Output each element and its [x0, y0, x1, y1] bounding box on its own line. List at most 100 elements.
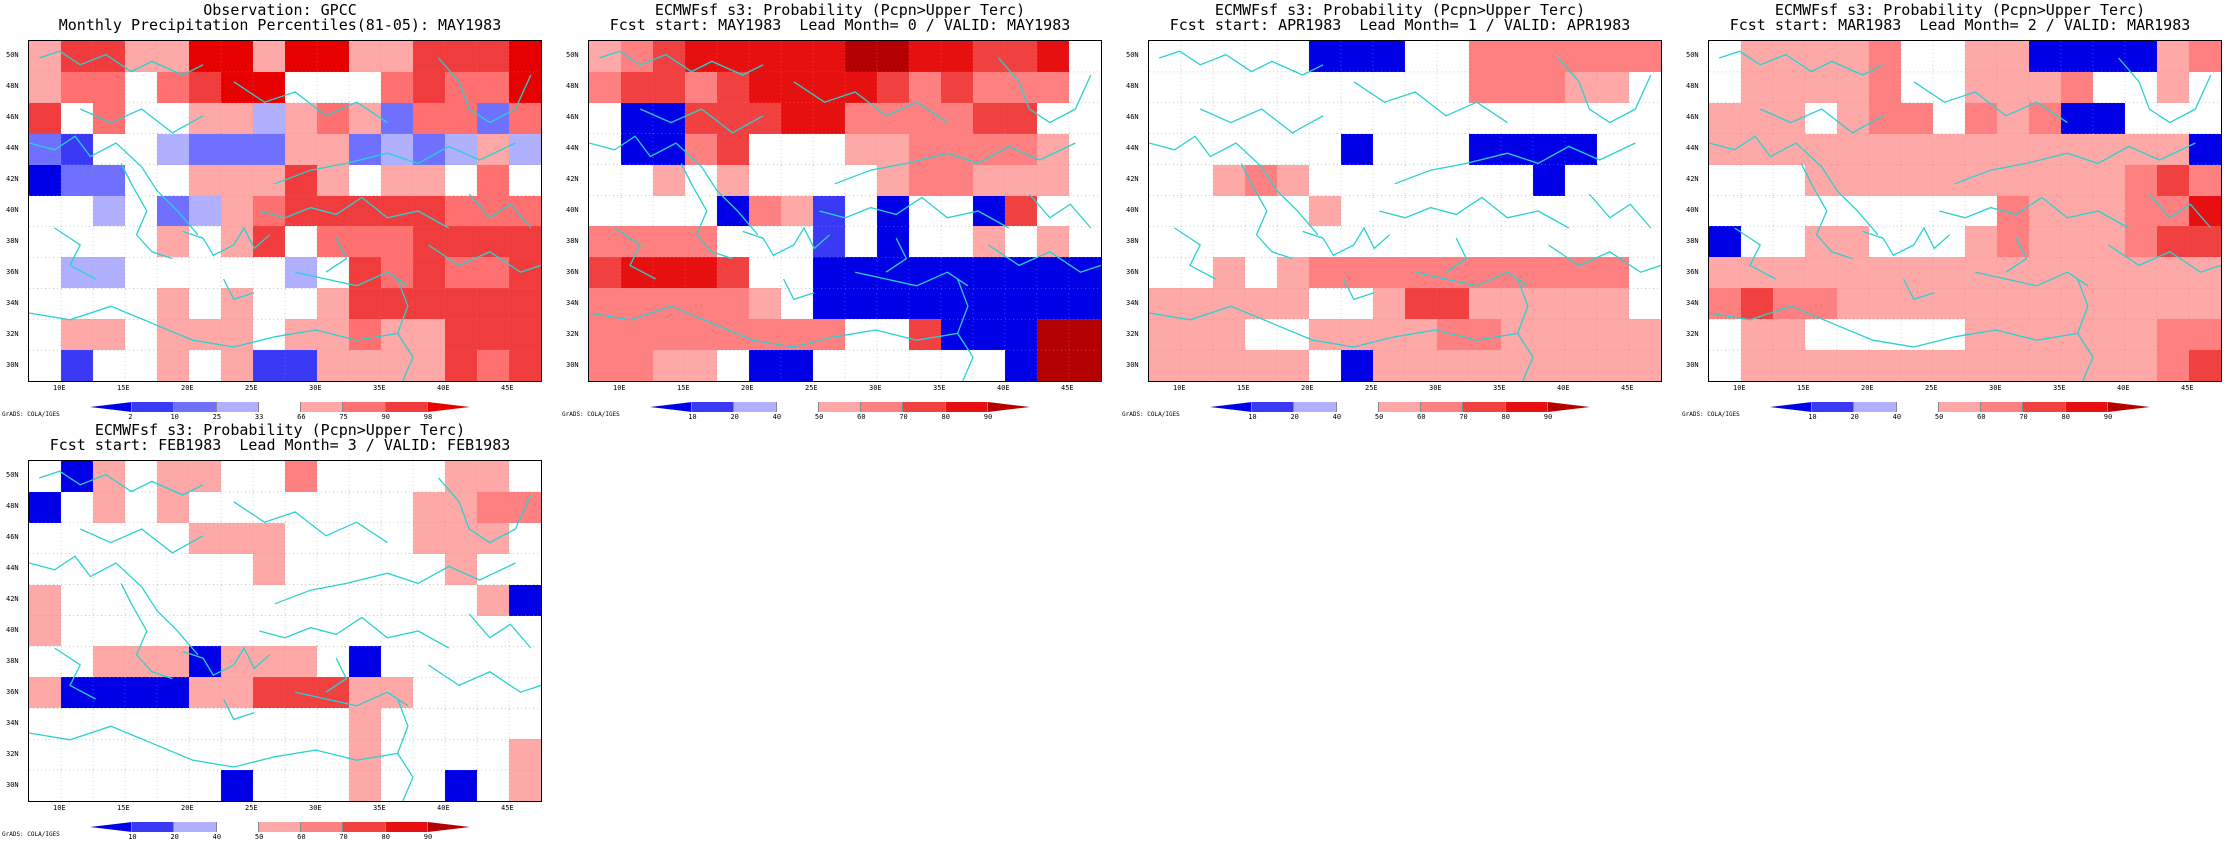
coastline [819, 196, 1010, 229]
lon-label: 35E [373, 804, 386, 812]
grid-cell [1069, 319, 1101, 351]
grid-cell [909, 41, 941, 72]
grid-cell [349, 41, 381, 72]
map-panel-lead3: ECMWFsf s3: Probability (Pcpn>Upper Terc… [0, 420, 560, 841]
grid-cell [317, 350, 349, 381]
grid-cell [1773, 350, 1805, 381]
grid-cell [813, 257, 845, 289]
grid-cell [381, 584, 413, 616]
coastline [233, 501, 388, 544]
coastline [614, 227, 656, 280]
panel-title: ECMWFsf s3: Probability (Pcpn>Upper Terc… [654, 1, 1026, 19]
grid-cell [413, 288, 445, 320]
grid-cell [2093, 257, 2125, 289]
grid-cell [621, 195, 653, 227]
grid-cell [1709, 71, 1741, 103]
grid-cell [477, 770, 509, 801]
grid-cell [877, 288, 909, 320]
grid-cell [1277, 350, 1309, 381]
panel-subtitle: Fcst start: APR1983 Lead Month= 1 / VALI… [1169, 16, 1631, 34]
grid-cell [1405, 288, 1437, 320]
colorbar-label: 70 [899, 413, 908, 421]
grid-cell [2157, 41, 2189, 72]
grid-cell [413, 553, 445, 585]
grid-cell [1245, 257, 1277, 289]
grid-cell [941, 102, 973, 134]
grid-cell [1741, 257, 1773, 289]
grid-cell [1709, 319, 1741, 351]
grid-cell [477, 584, 509, 616]
grid-cell [189, 615, 221, 647]
grid-cell [749, 195, 781, 227]
grid-cell [445, 133, 477, 165]
grid-cell [1741, 102, 1773, 134]
grid-cell [221, 102, 253, 134]
lon-label: 25E [1365, 384, 1378, 392]
grid-cell [1213, 71, 1245, 103]
grid-cell [781, 164, 813, 196]
grid-cell [1341, 319, 1373, 351]
grid-cell [1565, 164, 1597, 196]
lon-label: 10E [53, 384, 66, 392]
lon-label: 35E [1493, 384, 1506, 392]
grid-cell [285, 461, 317, 492]
grid-cell [1709, 102, 1741, 134]
grid-cell [909, 164, 941, 196]
grid-cell [1373, 195, 1405, 227]
grid-cell [749, 164, 781, 196]
grid-cell [253, 615, 285, 647]
grid-cell [1709, 350, 1741, 381]
grid-cell [253, 350, 285, 381]
grid-cell [477, 491, 509, 523]
grid-cell [221, 461, 253, 492]
grid-cell [93, 677, 125, 709]
grid-cell [413, 319, 445, 351]
grid-cell [413, 350, 445, 381]
lat-label: 30N [1686, 360, 1699, 369]
grid-cell [221, 350, 253, 381]
grid-cell [717, 288, 749, 320]
colorbar-label: 98 [423, 413, 433, 421]
coastline [1975, 271, 2089, 287]
grid-cell [349, 770, 381, 801]
grid-cell [413, 491, 445, 523]
grid-cell [909, 226, 941, 258]
colorbar-swatch [174, 402, 217, 412]
grid-cell [1837, 41, 1869, 72]
grid-cell [349, 491, 381, 523]
coastline [259, 616, 450, 649]
grid-cell [653, 195, 685, 227]
grid-cell [589, 71, 621, 103]
grid-cell [2125, 226, 2157, 258]
grid-cell [1805, 164, 1837, 196]
grid-cell [1533, 133, 1565, 165]
grid-cell [749, 71, 781, 103]
grid-cell [125, 164, 157, 196]
lat-label: 48N [6, 82, 19, 91]
lon-label: 30E [309, 804, 322, 812]
grid-cell [285, 288, 317, 320]
colorbar-label: 20 [730, 413, 739, 421]
grid-cell [157, 350, 189, 381]
grid-cell [509, 102, 541, 134]
lon-label: 45E [2181, 384, 2194, 392]
colorbar [650, 402, 1030, 412]
grid-cell [253, 770, 285, 801]
grid-cell [445, 350, 477, 381]
grid-cell [845, 288, 877, 320]
grid-cell [1741, 71, 1773, 103]
grid-cell [2061, 102, 2093, 134]
coastline [38, 470, 204, 496]
coastline [1149, 135, 1319, 236]
grid-cell [1837, 71, 1869, 103]
lat-label: 44N [1686, 144, 1699, 153]
grid-cell [61, 164, 93, 196]
colorbar [1770, 402, 2150, 412]
coastline [1913, 81, 2068, 124]
grid-cell [445, 522, 477, 554]
grid-cell [1405, 41, 1437, 72]
grid-cell [253, 257, 285, 289]
colorbar-label: 80 [381, 833, 390, 841]
grid-cell [2189, 102, 2221, 134]
grid-cell [749, 350, 781, 381]
